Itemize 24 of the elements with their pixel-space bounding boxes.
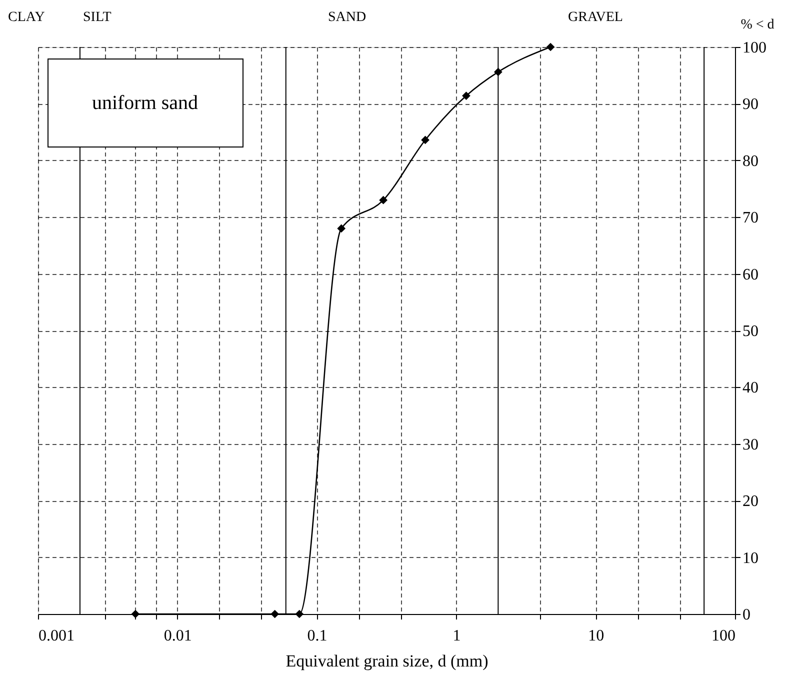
x-tick-label: 0.1 — [307, 628, 328, 644]
x-tick-label: 0.01 — [164, 628, 192, 644]
y-axis-title: % < d — [740, 18, 774, 32]
y-tick-label: 50 — [742, 323, 758, 340]
y-tick-label: 40 — [742, 380, 758, 397]
x-tick-label: 100 — [712, 628, 736, 644]
y-tick-label: 100 — [742, 40, 766, 56]
y-tick-label: 20 — [742, 493, 758, 510]
x-tick-label: 10 — [588, 628, 604, 644]
x-axis-title: Equivalent grain size, d (mm) — [286, 652, 488, 670]
y-tick-label: 80 — [742, 152, 758, 170]
y-tick-label: 30 — [742, 436, 758, 454]
annotation: uniform sand — [92, 92, 198, 114]
y-tick-label: 60 — [742, 266, 758, 284]
y-tick-label: 70 — [742, 210, 758, 227]
x-tick-label: 0.001 — [38, 628, 74, 644]
text: CLAY — [8, 10, 45, 25]
text: SAND — [328, 10, 366, 25]
y-tick-label: 10 — [742, 550, 758, 567]
y-tick-label: 0 — [742, 606, 750, 624]
y-tick-label: 90 — [742, 96, 758, 114]
text: SILT — [83, 10, 112, 25]
x-tick-label: 1 — [452, 628, 461, 644]
text: GRAVEL — [568, 10, 623, 25]
